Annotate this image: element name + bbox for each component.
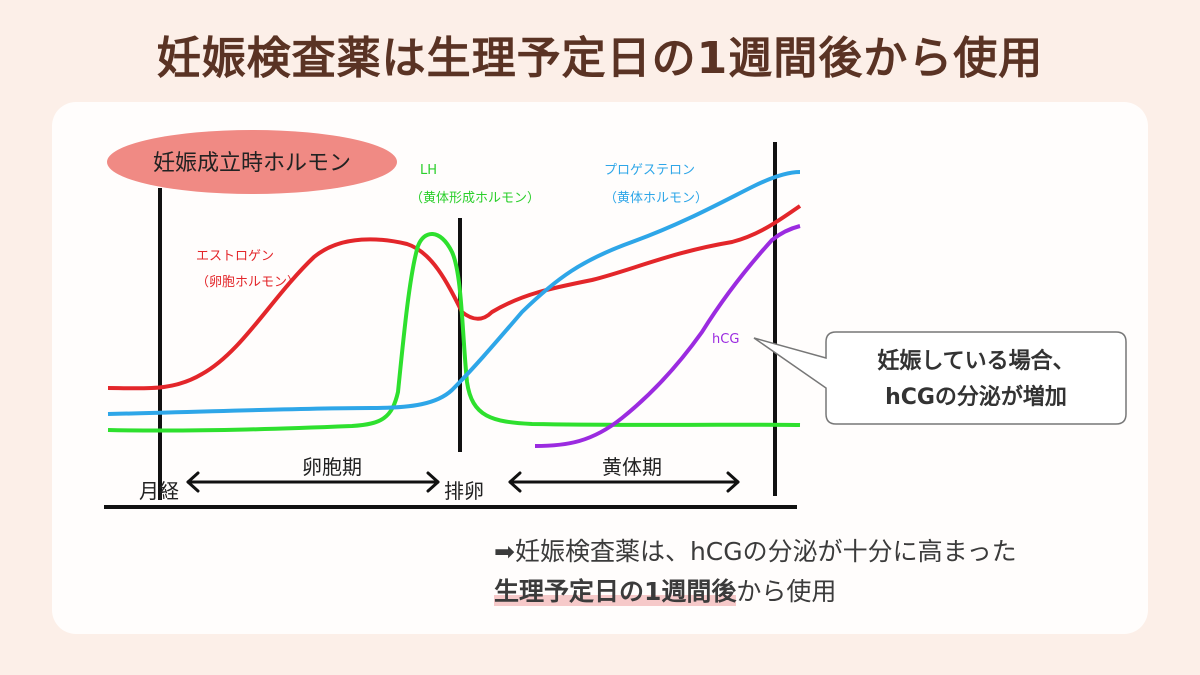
lh-curve (107, 232, 801, 433)
callout-line1: 妊娠している場合、 (877, 348, 1074, 374)
conclusion-line1: ➡妊娠検査薬は、hCGの分泌が十分に高まった (494, 532, 1134, 572)
hormone-diagram: 妊娠成立時ホルモン LH （黄体形成ホルモン） プロゲステロン （黄体ホルモン）… (104, 130, 1127, 509)
hcg-label: hCG (712, 332, 739, 347)
progesterone-curve (107, 170, 801, 416)
estrogen-sub-label: （卵胞ホルモン） (196, 275, 300, 290)
menstruation-label: 月経 (139, 479, 179, 503)
conclusion-text: 妊娠検査薬は、hCGの分泌が十分に高まった (514, 537, 1017, 566)
conclusion-note: ➡妊娠検査薬は、hCGの分泌が十分に高まった 生理予定日の1週間後から使用 (494, 532, 1134, 612)
follicular-arrow (186, 471, 440, 493)
lh-label: LH (420, 163, 437, 178)
diagram-card: 妊娠成立時ホルモン LH （黄体形成ホルモン） プロゲステロン （黄体ホルモン）… (52, 102, 1148, 634)
progesterone-label: プロゲステロン (604, 163, 695, 178)
conclusion-line2: 生理予定日の1週間後から使用 (494, 572, 1134, 612)
progesterone-sub-label: （黄体ホルモン） (604, 191, 708, 206)
arrow-right-icon: ➡ (494, 537, 515, 566)
conclusion-highlight: 生理予定日の1週間後 (494, 577, 737, 606)
luteal-label: 黄体期 (602, 455, 662, 479)
lh-sub-label: （黄体形成ホルモン） (410, 191, 540, 206)
ovulation-label: 排卵 (444, 479, 484, 503)
estrogen-label: エストロゲン (196, 249, 274, 264)
hcg-curve (534, 224, 801, 448)
conclusion-rest: から使用 (736, 577, 837, 606)
follicular-label: 卵胞期 (302, 455, 362, 479)
header-badge-label: 妊娠成立時ホルモン (153, 151, 351, 176)
page-title: 妊娠検査薬は生理予定日の1週間後から使用 (156, 33, 1044, 84)
callout-line2: hCGの分泌が増加 (885, 384, 1067, 410)
callout-bubble (753, 331, 1127, 425)
luteal-arrow (508, 471, 740, 493)
estrogen-curve (107, 204, 802, 391)
header-badge (107, 130, 397, 194)
